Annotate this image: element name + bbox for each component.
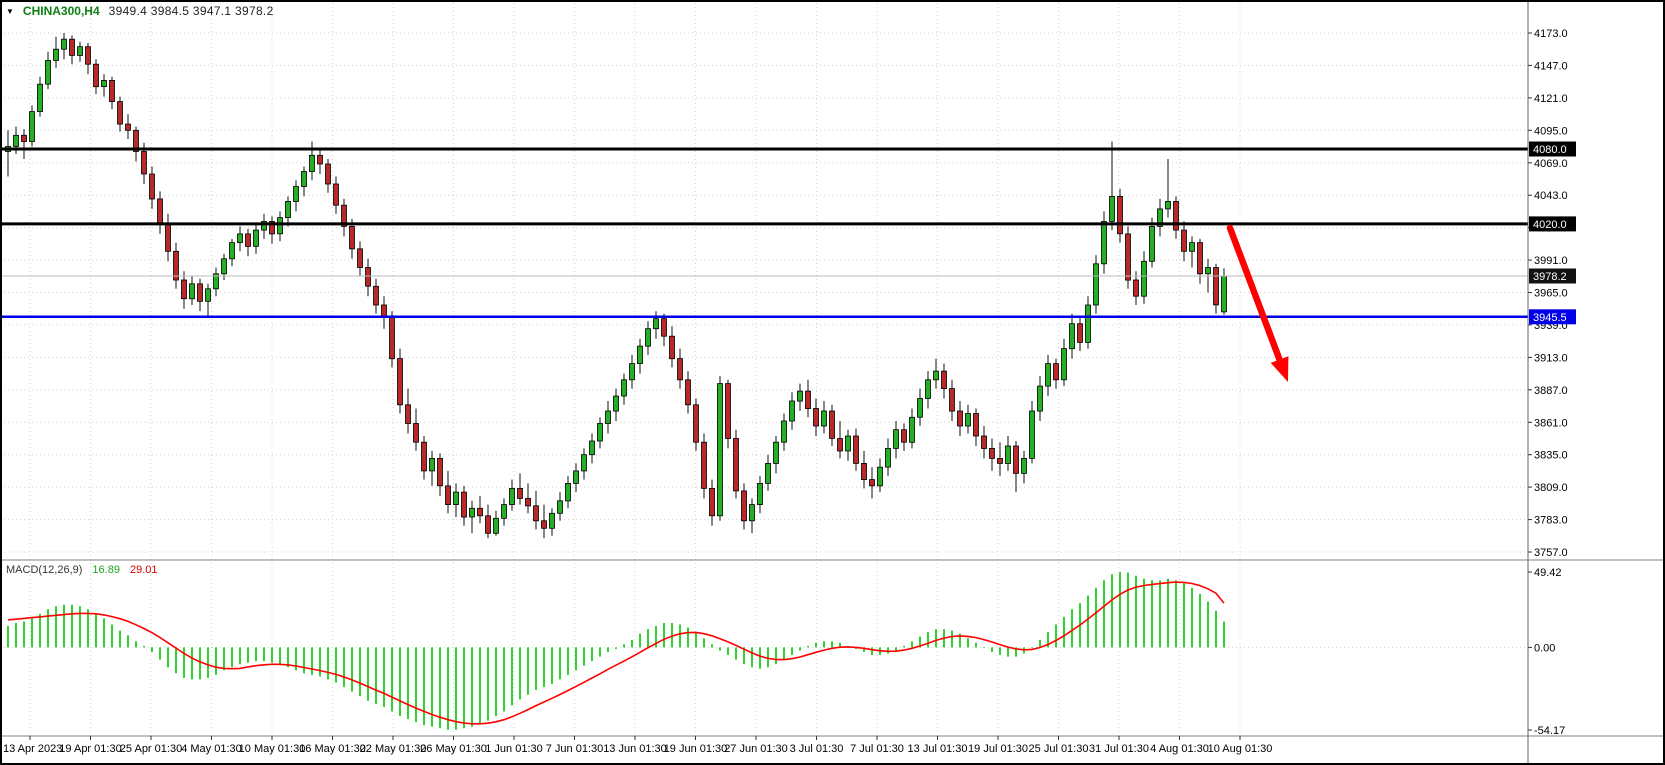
svg-text:22 May 01:30: 22 May 01:30 bbox=[360, 743, 427, 755]
svg-text:25 Jul 01:30: 25 Jul 01:30 bbox=[1029, 743, 1089, 755]
level-lines[interactable] bbox=[0, 147, 1528, 319]
svg-text:3 Jul 01:30: 3 Jul 01:30 bbox=[790, 743, 844, 755]
svg-text:3835.0: 3835.0 bbox=[1534, 450, 1568, 462]
svg-text:7 Jun 01:30: 7 Jun 01:30 bbox=[546, 743, 604, 755]
price-badge-resistance-4080 bbox=[1529, 141, 1576, 157]
svg-text:19 Jul 01:30: 19 Jul 01:30 bbox=[968, 743, 1028, 755]
svg-text:13 Jun 01:30: 13 Jun 01:30 bbox=[603, 743, 667, 755]
svg-text:13 Jul 01:30: 13 Jul 01:30 bbox=[908, 743, 968, 755]
svg-text:3978.2: 3978.2 bbox=[1533, 271, 1567, 283]
svg-text:10 May 01:30: 10 May 01:30 bbox=[239, 743, 306, 755]
candles-layer bbox=[5, 33, 1227, 539]
svg-text:4 Aug 01:30: 4 Aug 01:30 bbox=[1150, 743, 1209, 755]
symbol-dropdown-icon[interactable]: ▼ bbox=[6, 7, 14, 16]
svg-text:-54.17: -54.17 bbox=[1534, 725, 1565, 737]
macd-signal-line bbox=[7, 581, 1225, 725]
svg-text:3991.0: 3991.0 bbox=[1534, 255, 1568, 267]
svg-text:4020.0: 4020.0 bbox=[1533, 219, 1567, 231]
svg-text:19 Apr 01:30: 19 Apr 01:30 bbox=[59, 743, 121, 755]
svg-text:26 May 01:30: 26 May 01:30 bbox=[420, 743, 487, 755]
svg-text:31 Jul 01:30: 31 Jul 01:30 bbox=[1089, 743, 1149, 755]
svg-text:3757.0: 3757.0 bbox=[1534, 547, 1568, 559]
price-axis[interactable]: 4173.04147.04121.04095.04069.04043.04017… bbox=[1528, 28, 1568, 737]
svg-text:3783.0: 3783.0 bbox=[1534, 515, 1568, 527]
grid-layer bbox=[0, 3, 1528, 736]
svg-text:1 Jun 01:30: 1 Jun 01:30 bbox=[485, 743, 543, 755]
svg-text:3887.0: 3887.0 bbox=[1534, 385, 1568, 397]
svg-text:4 May 01:30: 4 May 01:30 bbox=[181, 743, 242, 755]
price-badge-current-price bbox=[1529, 268, 1576, 284]
svg-text:27 Jun 01:30: 27 Jun 01:30 bbox=[724, 743, 788, 755]
svg-text:4095.0: 4095.0 bbox=[1534, 125, 1568, 137]
svg-text:10 Aug 01:30: 10 Aug 01:30 bbox=[1208, 743, 1273, 755]
svg-text:13 Apr 2023: 13 Apr 2023 bbox=[3, 743, 62, 755]
svg-text:4173.0: 4173.0 bbox=[1534, 28, 1568, 40]
svg-text:3945.5: 3945.5 bbox=[1533, 312, 1567, 324]
svg-text:3913.0: 3913.0 bbox=[1534, 352, 1568, 364]
svg-text:7 Jul 01:30: 7 Jul 01:30 bbox=[850, 743, 904, 755]
svg-text:3861.0: 3861.0 bbox=[1534, 417, 1568, 429]
svg-text:19 Jun 01:30: 19 Jun 01:30 bbox=[664, 743, 728, 755]
price-badges: 4080.0 4020.0 3978.2 3945.5 bbox=[1529, 141, 1576, 325]
svg-text:4147.0: 4147.0 bbox=[1534, 60, 1568, 72]
price-badge-support-3945.5 bbox=[1529, 309, 1576, 325]
svg-text:3965.0: 3965.0 bbox=[1534, 288, 1568, 300]
svg-text:4069.0: 4069.0 bbox=[1534, 158, 1568, 170]
svg-text:25 Apr 01:30: 25 Apr 01:30 bbox=[120, 743, 182, 755]
price-badge-resistance-4020 bbox=[1529, 216, 1576, 232]
svg-text:0.00: 0.00 bbox=[1534, 642, 1555, 654]
svg-text:3809.0: 3809.0 bbox=[1534, 482, 1568, 494]
macd-histogram bbox=[7, 572, 1225, 730]
trend-arrow[interactable] bbox=[1226, 224, 1289, 382]
svg-text:4080.0: 4080.0 bbox=[1533, 144, 1567, 156]
svg-text:4121.0: 4121.0 bbox=[1534, 93, 1568, 105]
svg-text:49.42: 49.42 bbox=[1534, 567, 1562, 579]
svg-text:4043.0: 4043.0 bbox=[1534, 190, 1568, 202]
svg-text:16 May 01:30: 16 May 01:30 bbox=[299, 743, 366, 755]
